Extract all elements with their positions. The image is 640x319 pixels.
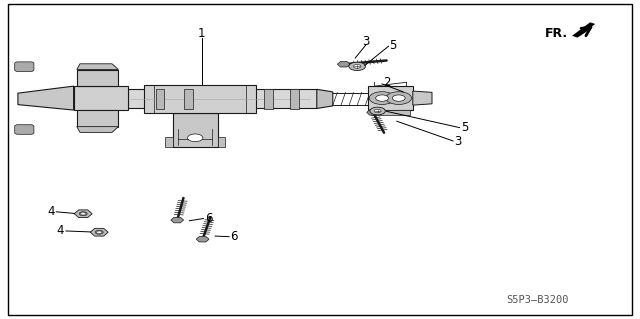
Bar <box>74 86 128 110</box>
Bar <box>173 113 218 147</box>
Bar <box>368 86 413 110</box>
Text: 2: 2 <box>383 77 390 89</box>
Bar <box>264 89 273 109</box>
Polygon shape <box>18 86 74 110</box>
Bar <box>371 110 410 115</box>
Bar <box>218 137 225 147</box>
Bar <box>125 89 128 108</box>
Text: FR.: FR. <box>545 27 568 40</box>
Text: 3: 3 <box>362 35 370 48</box>
Circle shape <box>353 64 361 68</box>
Circle shape <box>97 231 102 234</box>
Polygon shape <box>77 64 118 70</box>
Polygon shape <box>572 22 595 38</box>
FancyBboxPatch shape <box>15 125 34 134</box>
Circle shape <box>188 134 203 142</box>
Text: 4: 4 <box>56 224 64 237</box>
Bar <box>184 89 193 109</box>
Circle shape <box>81 212 86 215</box>
Bar <box>368 94 378 102</box>
Text: 5: 5 <box>461 121 468 134</box>
Text: 1: 1 <box>198 27 205 40</box>
Polygon shape <box>337 62 350 67</box>
Circle shape <box>79 212 87 216</box>
Bar <box>290 89 299 109</box>
FancyBboxPatch shape <box>15 62 34 71</box>
Polygon shape <box>196 236 209 242</box>
Polygon shape <box>367 110 380 115</box>
Bar <box>77 110 118 127</box>
Bar <box>165 137 173 147</box>
Circle shape <box>376 95 388 101</box>
Text: 5: 5 <box>389 39 397 52</box>
Text: 6: 6 <box>205 212 212 225</box>
Polygon shape <box>171 217 184 223</box>
Polygon shape <box>77 127 118 132</box>
Bar <box>144 85 256 113</box>
Text: 3: 3 <box>454 136 462 148</box>
Polygon shape <box>317 89 333 108</box>
Circle shape <box>374 109 381 113</box>
Circle shape <box>349 62 365 70</box>
Polygon shape <box>90 228 108 236</box>
Circle shape <box>95 230 103 234</box>
Bar <box>156 89 164 109</box>
Text: 6: 6 <box>230 230 238 243</box>
Bar <box>125 89 317 108</box>
Circle shape <box>370 107 385 115</box>
Polygon shape <box>74 210 92 218</box>
Bar <box>77 70 118 86</box>
Polygon shape <box>413 91 432 105</box>
Circle shape <box>369 92 395 105</box>
Circle shape <box>392 95 405 101</box>
Circle shape <box>386 92 412 105</box>
Text: S5P3–B3200: S5P3–B3200 <box>506 295 569 306</box>
Text: 4: 4 <box>47 205 54 218</box>
